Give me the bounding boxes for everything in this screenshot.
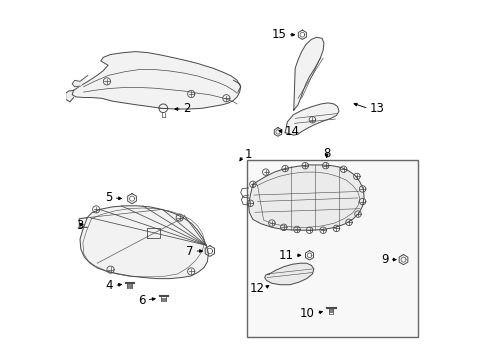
Polygon shape: [294, 37, 324, 110]
Text: 11: 11: [278, 249, 294, 262]
Text: 9: 9: [381, 253, 389, 266]
Text: 5: 5: [105, 192, 112, 204]
Text: 3: 3: [76, 219, 83, 233]
Polygon shape: [72, 51, 241, 109]
Text: 10: 10: [300, 307, 315, 320]
Text: 12: 12: [250, 282, 265, 295]
Text: 13: 13: [370, 103, 385, 116]
Polygon shape: [265, 263, 314, 285]
Text: 14: 14: [285, 125, 300, 138]
Text: 8: 8: [323, 147, 330, 159]
Polygon shape: [80, 206, 208, 279]
Text: 4: 4: [105, 279, 113, 292]
Text: 2: 2: [183, 103, 191, 116]
Text: 7: 7: [186, 244, 193, 257]
Text: 15: 15: [271, 28, 286, 41]
Text: 1: 1: [245, 148, 252, 161]
Polygon shape: [66, 90, 74, 102]
Text: 6: 6: [138, 294, 146, 307]
Polygon shape: [72, 75, 88, 87]
Polygon shape: [285, 103, 339, 135]
Polygon shape: [248, 165, 364, 230]
Bar: [247, 159, 418, 337]
